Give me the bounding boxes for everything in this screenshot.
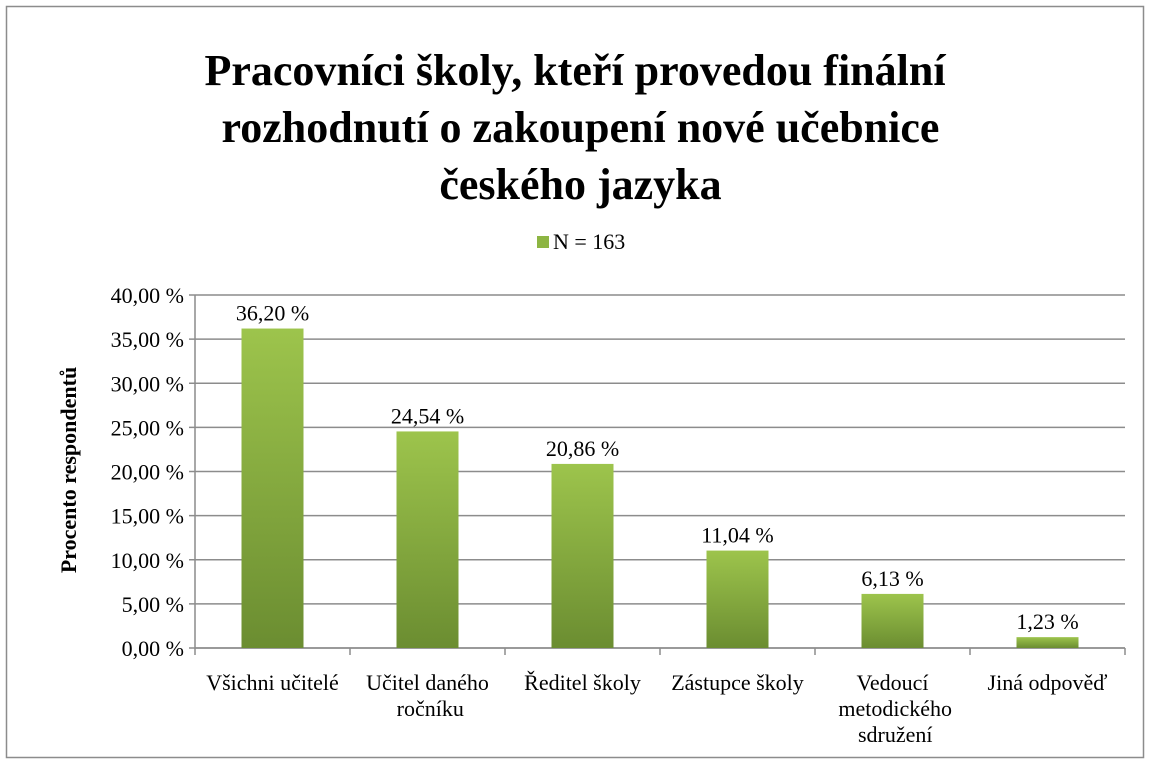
bar — [241, 328, 304, 648]
y-tick-label: 40,00 % — [111, 283, 184, 308]
bar — [861, 593, 924, 648]
bar — [551, 463, 614, 648]
bar — [396, 431, 459, 648]
y-tick-label: 35,00 % — [111, 327, 184, 352]
data-label: 11,04 % — [701, 523, 774, 548]
y-tick-label: 30,00 % — [111, 371, 184, 396]
x-tick-label: Učitel daného ročníku — [366, 670, 489, 721]
data-label: 20,86 % — [546, 436, 619, 461]
y-tick-label: 20,00 % — [111, 460, 184, 485]
data-label: 24,54 % — [391, 403, 464, 428]
x-tick-label: Zástupce školy — [671, 670, 804, 695]
y-tick-label: 10,00 % — [111, 548, 184, 573]
legend-label: N = 163 — [553, 229, 625, 254]
y-axis-title: Procento respondentů — [56, 367, 81, 573]
legend-swatch — [537, 236, 549, 248]
y-tick-label: 5,00 % — [122, 592, 184, 617]
chart-title: Pracovníci školy, kteří provedou finální… — [204, 46, 946, 209]
data-label: 1,23 % — [1016, 609, 1078, 634]
data-label: 6,13 % — [861, 566, 923, 591]
x-tick-label: Všichni učitelé — [206, 670, 339, 695]
y-tick-label: 25,00 % — [111, 415, 184, 440]
y-tick-label: 15,00 % — [111, 504, 184, 529]
bar — [1016, 637, 1079, 648]
x-tick-label: Ředitel školy — [524, 670, 641, 695]
bar — [706, 550, 769, 648]
y-tick-label: 0,00 % — [122, 636, 184, 661]
x-tick-label: Jiná odpověď — [988, 670, 1108, 695]
x-tick-label: Vedoucí metodického sdružení — [833, 670, 952, 747]
data-label: 36,20 % — [236, 301, 309, 326]
